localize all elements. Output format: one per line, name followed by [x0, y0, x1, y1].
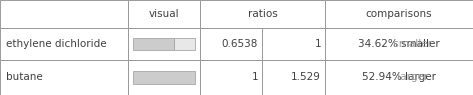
Text: smaller: smaller — [390, 39, 432, 49]
Text: larger: larger — [394, 72, 428, 82]
Bar — [133, 71, 195, 84]
Bar — [0, 60, 128, 95]
Bar — [262, 60, 325, 95]
Text: ethylene dichloride: ethylene dichloride — [6, 39, 106, 49]
Text: 1.529: 1.529 — [291, 72, 321, 82]
Bar — [200, 28, 262, 60]
Bar — [262, 28, 325, 60]
Bar — [128, 60, 200, 95]
Bar — [0, 0, 128, 28]
Text: 0.6538: 0.6538 — [222, 39, 258, 49]
Text: butane: butane — [6, 72, 43, 82]
Text: 1: 1 — [315, 39, 321, 49]
Bar — [128, 28, 200, 60]
Text: visual: visual — [149, 9, 179, 19]
Bar — [200, 0, 325, 28]
Bar — [200, 60, 262, 95]
Text: comparisons: comparisons — [366, 9, 432, 19]
Text: 34.62% smaller: 34.62% smaller — [358, 39, 440, 49]
Text: 52.94% larger: 52.94% larger — [362, 72, 436, 82]
Bar — [0, 28, 128, 60]
Bar — [133, 38, 174, 50]
Bar — [174, 38, 195, 50]
Bar — [128, 0, 200, 28]
Text: ratios: ratios — [248, 9, 277, 19]
Bar — [325, 60, 473, 95]
Bar — [325, 0, 473, 28]
Bar — [325, 28, 473, 60]
Text: 1: 1 — [251, 72, 258, 82]
